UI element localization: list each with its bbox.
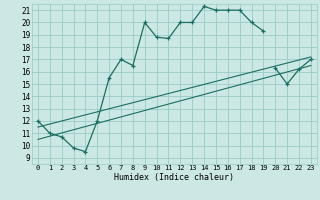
X-axis label: Humidex (Indice chaleur): Humidex (Indice chaleur): [115, 173, 234, 182]
